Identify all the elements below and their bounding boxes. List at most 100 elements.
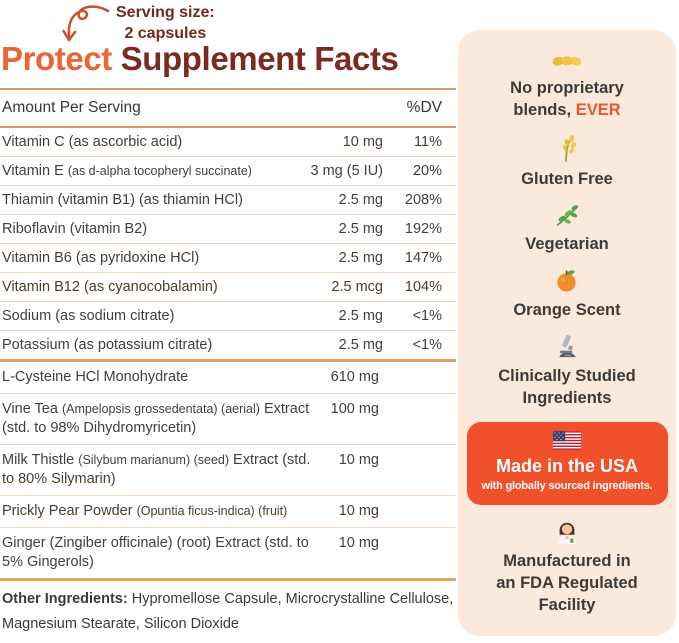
feature-label-line: Clinically Studied — [498, 365, 636, 387]
ingredient-amount: 2.5 mcg — [331, 279, 383, 295]
feature-label: No proprietary blends, EVER — [510, 77, 624, 121]
label-text: Potassium (as potassium citrate) — [2, 337, 213, 353]
ingredient-name: L-Cysteine HCl Monohydrate — [0, 368, 319, 387]
label-text: Milk Thistle — [2, 452, 79, 468]
table-row: Prickly Pear Powder (Opuntia ficus-indic… — [0, 496, 456, 528]
label-text: (Silybum marianum) (seed) — [78, 453, 230, 467]
table-row: L-Cysteine HCl Monohydrate 610 mg — [0, 362, 456, 394]
label-text: Orange Scent — [513, 301, 621, 319]
label-text: Ginger (Zingiber officinale) (root) Extr… — [2, 535, 309, 570]
feature-label-line: Facility — [496, 594, 637, 616]
microscope-icon — [555, 334, 580, 359]
table-row: Vine Tea (Ampelopsis grossedentata) (aer… — [0, 394, 456, 445]
herb-icon — [554, 203, 581, 227]
sidebar-feature: No proprietary blends, EVER — [510, 50, 624, 121]
page-title: Protect Supplement Facts — [1, 40, 399, 78]
ingredient-name: Vine Tea (Ampelopsis grossedentata) (aer… — [0, 400, 319, 438]
sidebar-feature: Manufactured in an FDA Regulated Facility — [496, 518, 638, 616]
amount-per-serving-header: Amount Per Serving — [2, 99, 141, 116]
ingredient-dv: <1% — [412, 337, 442, 353]
sidebar-feature: Gluten Free — [521, 134, 613, 190]
label-text: Gluten Free — [521, 170, 613, 188]
us-flag-icon — [471, 431, 664, 450]
ingredient-amount: 2.5 mg — [338, 221, 383, 237]
label-text: Vitamin C (as ascorbic acid) — [2, 134, 183, 150]
label-text: Thiamin (vitamin B1) (as thiamin HCl) — [2, 192, 243, 208]
table-header-row: Amount Per Serving %DV — [0, 88, 456, 128]
ingredient-amount: 3 mg (5 IU) — [310, 163, 383, 179]
label-accent-text: EVER — [575, 101, 621, 119]
table-row: Milk Thistle (Silybum marianum) (seed) E… — [0, 445, 456, 496]
ingredient-dv: 192% — [404, 221, 442, 237]
feature-label-line: Ingredients — [498, 387, 636, 409]
label-text: Extract (std. to 98% Dihydromyricetin) — [2, 401, 310, 436]
other-ingredients: Other Ingredients: Hypromellose Capsule,… — [0, 587, 456, 637]
vitamin-rows-section: Vitamin C (as ascorbic acid) 10 mg 11% Vita… — [0, 128, 456, 359]
ingredient-amount: 10 mg — [342, 134, 383, 150]
section-divider — [0, 359, 456, 362]
label-text: Facility — [538, 596, 596, 614]
label-text: Prickly Pear Powder — [2, 503, 137, 519]
ingredient-amount: 10 mg — [338, 452, 379, 468]
feature-label-line: blends, EVER — [510, 99, 624, 121]
label-text: Vitamin B6 (as pyridoxine HCl) — [2, 250, 200, 266]
title-rest: Supplement Facts — [111, 40, 399, 77]
label-text: Vegetarian — [525, 235, 609, 253]
feature-label: Gluten Free — [521, 168, 613, 190]
ingredient-amount: 2.5 mg — [338, 308, 383, 324]
table-row: Vitamin B12 (as cyanocobalamin) 2.5 mcg 10… — [0, 273, 456, 302]
table-row: Vitamin B6 (as pyridoxine HCl) 2.5 mg 147% — [0, 244, 456, 273]
feature-label: Vegetarian — [525, 233, 608, 255]
supplement-facts-table: Amount Per Serving %DV Vitamin C (as asc… — [0, 88, 456, 637]
botanical-rows-section: L-Cysteine HCl Monohydrate 610 mg Vine Tea… — [0, 362, 456, 578]
label-text: Vitamin E — [2, 163, 68, 179]
feature-label-line: Manufactured in — [496, 550, 637, 572]
scientist-icon — [555, 518, 579, 544]
serving-size-note: Serving size: 2 capsules — [56, 2, 215, 51]
ingredient-name: Thiamin (vitamin B1) (as thiamin HCl) — [0, 191, 288, 209]
title-highlight: Protect — [1, 40, 112, 77]
table-row: Vitamin E (as d-alpha tocopheryl succina… — [0, 157, 456, 186]
ingredient-dv: 147% — [404, 250, 442, 266]
table-row: Riboflavin (vitamin B2) 2.5 mg 192% — [0, 215, 456, 244]
ingredient-amount: 610 mg — [330, 369, 379, 385]
label-text: an FDA Regulated — [496, 574, 638, 592]
usa-card-subtitle: with globally sourced ingredients. — [481, 480, 653, 492]
ingredient-name: Potassium (as potassium citrate) — [0, 336, 288, 354]
label-text: Ingredients — [522, 389, 612, 407]
feature-label: Clinically Studied Ingredients — [498, 365, 636, 409]
sidebar-feature: Vegetarian — [525, 203, 609, 255]
label-text: (Ampelopsis grossedentata) (aerial) — [61, 402, 260, 416]
other-ingredients-label: Other Ingredients: — [2, 591, 128, 607]
serving-size-label: Serving size: — [116, 4, 215, 21]
ingredient-amount: 2.5 mg — [338, 192, 383, 208]
feature-label-line: No proprietary — [510, 77, 624, 99]
ingredient-amount: 2.5 mg — [338, 337, 383, 353]
table-row: Ginger (Zingiber officinale) (root) Extr… — [0, 528, 456, 578]
made-in-usa-card: Made in the USA with globally sourced ing… — [466, 422, 668, 505]
feature-label-line: an FDA Regulated — [496, 572, 637, 594]
ingredient-dv: 104% — [404, 279, 442, 295]
ingredient-dv: 20% — [412, 163, 442, 179]
handshake-icon — [551, 50, 583, 71]
label-text: Sodium (as sodium citrate) — [2, 308, 175, 324]
ingredient-name: Vitamin B12 (as cyanocobalamin) — [0, 278, 288, 296]
table-row: Thiamin (vitamin B1) (as thiamin HCl) 2.5… — [0, 186, 456, 215]
ingredient-name: Sodium (as sodium citrate) — [0, 307, 288, 325]
other-ingredients-text: Hypromellose Capsule, Microcrystalline C… — [2, 591, 454, 632]
features-sidebar: No proprietary blends, EVER Gluten Free Veg… — [458, 30, 676, 636]
ingredient-name: Vitamin B6 (as pyridoxine HCl) — [0, 249, 288, 267]
tangerine-icon — [554, 268, 579, 293]
table-row: Sodium (as sodium citrate) 2.5 mg <1% — [0, 302, 456, 331]
label-text: Vitamin B12 (as cyanocobalamin) — [2, 279, 218, 295]
feature-label-line: Orange Scent — [513, 299, 620, 321]
dv-header: %DV — [406, 99, 442, 116]
ingredient-dv: 208% — [404, 192, 442, 208]
curved-arrow-icon — [56, 2, 112, 51]
ingredient-amount: 10 mg — [338, 535, 379, 551]
ingredient-dv: 11% — [414, 134, 442, 150]
serving-size-value: 2 capsules — [124, 25, 207, 42]
label-text: Clinically Studied — [498, 367, 636, 385]
ingredient-dv: <1% — [412, 308, 442, 324]
